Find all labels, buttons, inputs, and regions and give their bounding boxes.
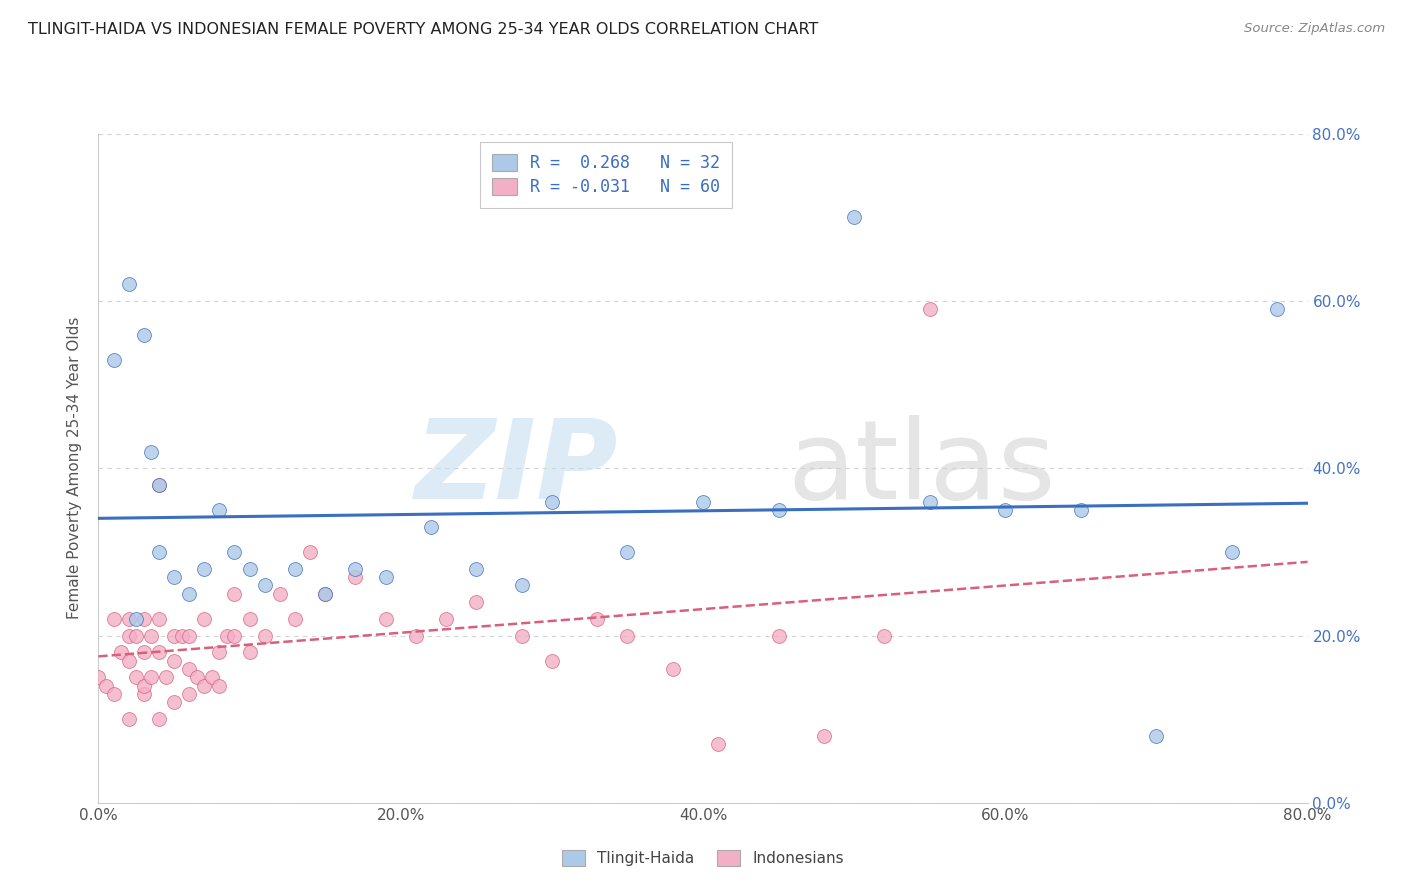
Point — [465, 595, 488, 609]
Point — [314, 587, 336, 601]
Point — [239, 645, 262, 659]
Point — [179, 662, 201, 676]
Point — [148, 712, 170, 726]
Point — [284, 562, 307, 576]
Text: TLINGIT-HAIDA VS INDONESIAN FEMALE POVERTY AMONG 25-34 YEAR OLDS CORRELATION CHA: TLINGIT-HAIDA VS INDONESIAN FEMALE POVER… — [28, 22, 818, 37]
Point — [616, 545, 638, 559]
Point — [110, 645, 132, 659]
Point — [193, 679, 215, 693]
Point — [163, 696, 186, 710]
Point — [118, 712, 141, 726]
Point — [540, 494, 562, 508]
Point — [768, 628, 790, 642]
Y-axis label: Female Poverty Among 25-34 Year Olds: Female Poverty Among 25-34 Year Olds — [67, 318, 83, 619]
Point — [132, 679, 155, 693]
Point — [314, 587, 336, 601]
Point — [374, 612, 396, 626]
Point — [132, 645, 155, 659]
Point — [224, 587, 246, 601]
Point — [1267, 302, 1289, 317]
Point — [132, 687, 155, 701]
Point — [269, 587, 291, 601]
Point — [94, 679, 117, 693]
Point — [1220, 545, 1243, 559]
Point — [103, 687, 125, 701]
Point — [918, 494, 941, 508]
Point — [141, 628, 163, 642]
Point — [125, 612, 148, 626]
Point — [118, 654, 141, 668]
Point — [662, 662, 685, 676]
Point — [299, 545, 322, 559]
Point — [141, 670, 163, 684]
Point — [465, 562, 488, 576]
Point — [239, 562, 262, 576]
Point — [1144, 729, 1167, 743]
Point — [434, 612, 457, 626]
Point — [239, 612, 262, 626]
Point — [208, 503, 231, 517]
Point — [918, 302, 941, 317]
Point — [103, 352, 125, 367]
Point — [224, 628, 246, 642]
Point — [707, 737, 730, 751]
Point — [540, 654, 562, 668]
Point — [193, 562, 215, 576]
Legend: Tlingit-Haida, Indonesians: Tlingit-Haida, Indonesians — [553, 841, 853, 875]
Point — [186, 670, 208, 684]
Point — [163, 654, 186, 668]
Text: atlas: atlas — [787, 415, 1056, 522]
Point — [155, 670, 177, 684]
Point — [344, 570, 367, 584]
Point — [179, 687, 201, 701]
Point — [148, 478, 170, 492]
Point — [586, 612, 609, 626]
Point — [163, 628, 186, 642]
Point — [994, 503, 1017, 517]
Point — [125, 628, 148, 642]
Point — [170, 628, 193, 642]
Point — [179, 587, 201, 601]
Point — [141, 444, 163, 458]
Point — [344, 562, 367, 576]
Point — [179, 628, 201, 642]
Point — [1070, 503, 1092, 517]
Point — [193, 612, 215, 626]
Point — [208, 679, 231, 693]
Point — [163, 570, 186, 584]
Point — [132, 327, 155, 342]
Point — [125, 670, 148, 684]
Point — [148, 645, 170, 659]
Point — [148, 478, 170, 492]
Point — [510, 578, 533, 592]
Point — [215, 628, 238, 642]
Point — [148, 612, 170, 626]
Point — [873, 628, 896, 642]
Point — [768, 503, 790, 517]
Point — [224, 545, 246, 559]
Point — [405, 628, 427, 642]
Point — [87, 670, 110, 684]
Point — [253, 628, 276, 642]
Point — [201, 670, 224, 684]
Point — [253, 578, 276, 592]
Point — [103, 612, 125, 626]
Point — [813, 729, 835, 743]
Point — [692, 494, 714, 508]
Point — [374, 570, 396, 584]
Point — [420, 520, 443, 534]
Point — [510, 628, 533, 642]
Point — [118, 628, 141, 642]
Point — [118, 277, 141, 292]
Point — [132, 612, 155, 626]
Point — [148, 545, 170, 559]
Point — [284, 612, 307, 626]
Text: Source: ZipAtlas.com: Source: ZipAtlas.com — [1244, 22, 1385, 36]
Text: ZIP: ZIP — [415, 415, 619, 522]
Point — [208, 645, 231, 659]
Point — [844, 211, 866, 225]
Point — [118, 612, 141, 626]
Point — [616, 628, 638, 642]
